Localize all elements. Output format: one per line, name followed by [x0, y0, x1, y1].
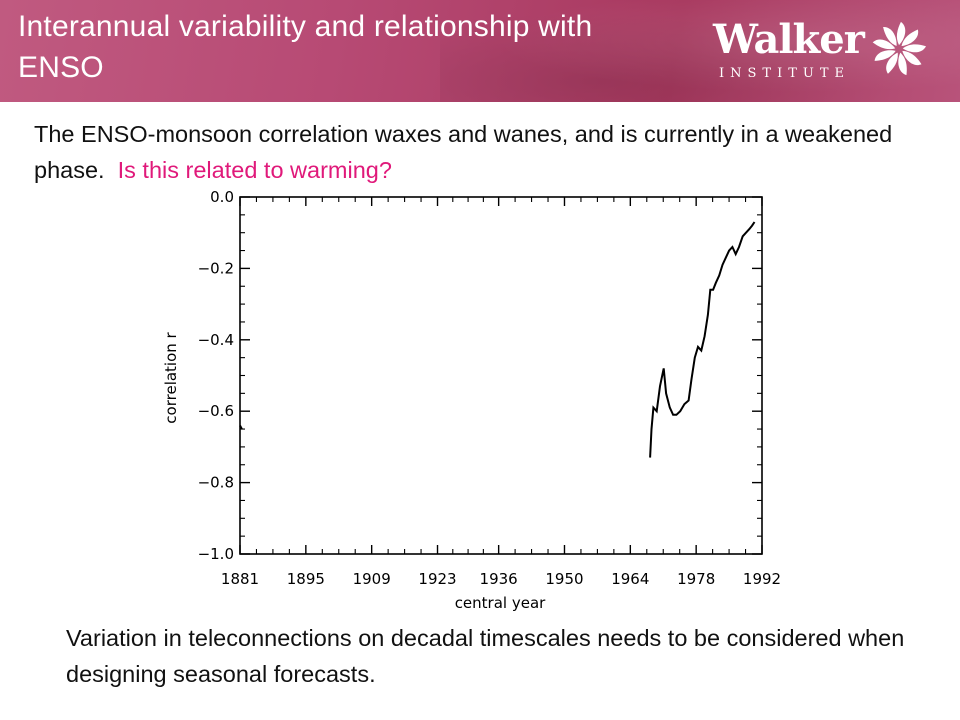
logo-wordmark: Walker: [713, 16, 865, 63]
x-tick-label: 1909: [353, 570, 391, 588]
y-tick-label: −0.4: [198, 331, 234, 349]
y-tick-label: −0.2: [198, 259, 234, 277]
x-tick-label: 1978: [677, 570, 715, 588]
logo-subtitle: INSTITUTE: [719, 66, 851, 81]
walker-flower-icon: [872, 21, 926, 76]
x-tick-label: 1950: [545, 570, 583, 588]
header-band: Interannual variability and relationship…: [0, 0, 960, 102]
slide-title: Interannual variability and relationship…: [18, 10, 593, 84]
x-tick-label: 1881: [221, 570, 259, 588]
correlation-line-segment-1: [649, 221, 756, 458]
plot-frame: [239, 196, 763, 555]
intro-paragraph: The ENSO-monsoon correlation waxes and w…: [34, 116, 934, 188]
y-tick-label: 0.0: [210, 188, 234, 206]
intro-text: The ENSO-monsoon correlation waxes and w…: [34, 121, 893, 183]
walker-institute-logo: Walker INSTITUTE: [713, 16, 928, 88]
y-tick-label: −0.6: [198, 402, 234, 420]
intro-question: Is this related to warming?: [117, 157, 392, 183]
chart-axes: [239, 196, 763, 555]
conclusion-paragraph: Variation in teleconnections on decadal …: [66, 625, 905, 687]
x-tick-label: 1923: [418, 570, 456, 588]
x-axis-label: central year: [455, 594, 546, 612]
chart-series: [239, 221, 756, 458]
correlation-line-segment-0: [239, 425, 243, 430]
x-tick-label: 1895: [287, 570, 325, 588]
y-axis-label: correlation r: [162, 331, 180, 423]
y-tick-label: −0.8: [198, 474, 234, 492]
y-tick-label: −1.0: [198, 545, 234, 563]
x-tick-label: 1992: [743, 570, 781, 588]
x-tick-label: 1964: [611, 570, 649, 588]
chart-ticks: 1881 1895 1909 1923 1936 1950 1964 1978 1992 0.0 −…: [198, 188, 782, 588]
header-texture: [440, 0, 960, 102]
correlation-chart: 1881 1895 1909 1923 1936 1950 1964 1978 1992 0.0 −…: [162, 188, 782, 612]
x-tick-label: 1936: [480, 570, 518, 588]
